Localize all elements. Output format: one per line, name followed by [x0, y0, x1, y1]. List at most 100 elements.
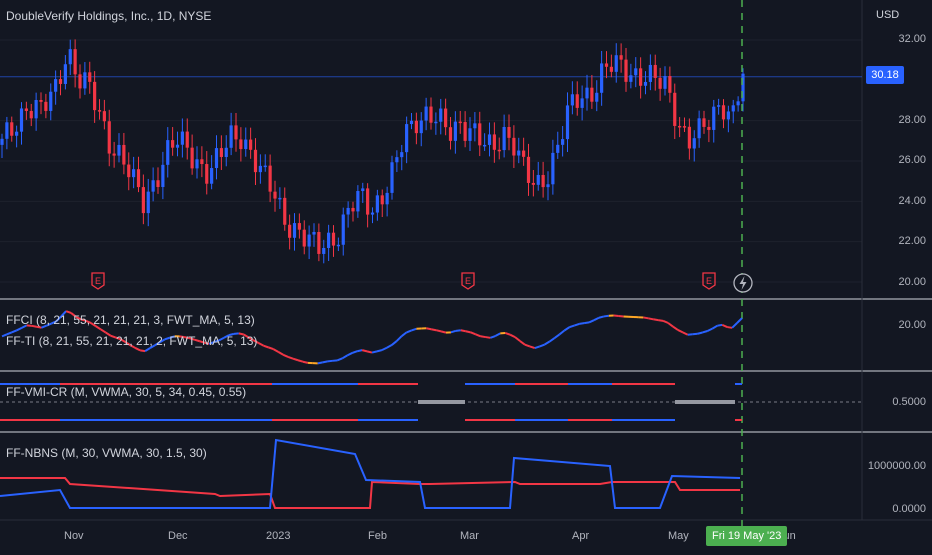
nbns-red-line: [0, 478, 740, 508]
ffci-line-segment: [471, 332, 476, 334]
currency-label: USD: [876, 9, 899, 21]
candle-body: [308, 235, 311, 247]
ffci-line-segment: [574, 324, 579, 326]
candle-body: [507, 127, 510, 138]
candle-body: [468, 128, 471, 141]
ffci-line-segment: [342, 355, 347, 358]
candle-body: [464, 122, 467, 141]
ffci-line-segment: [451, 331, 456, 332]
ffci-line-segment: [668, 323, 673, 327]
lightning-icon[interactable]: [733, 272, 753, 294]
candle-body: [493, 134, 496, 149]
candle-body: [473, 123, 476, 128]
ffci-line-segment: [515, 337, 520, 341]
ffci-line-segment: [530, 346, 535, 348]
candle-body: [551, 153, 554, 184]
ffci-line-segment: [604, 316, 609, 317]
earnings-marker-nov[interactable]: E: [91, 272, 105, 290]
candle-body: [195, 159, 198, 168]
x-label-may: May: [668, 530, 689, 542]
candle-body: [629, 75, 632, 82]
candle-body: [405, 124, 408, 152]
candle-body: [400, 152, 403, 157]
crosshair-date-badge: Fri 19 May '23: [706, 526, 787, 546]
vmi-title: FF-VMI-CR (M, VWMA, 30, 5, 34, 0.45, 0.5…: [6, 385, 246, 399]
candle-body: [30, 111, 33, 118]
ffci-line-segment: [328, 361, 333, 362]
candle-body: [454, 122, 457, 141]
candle-body: [39, 100, 42, 102]
ffci-line-segment: [347, 353, 352, 355]
candle-body: [273, 192, 276, 199]
ffci-line-segment: [377, 350, 382, 351]
nbns-title: FF-NBNS (M, 30, VWMA, 30, 1.5, 30): [6, 446, 207, 460]
ffci-line-segment: [288, 357, 293, 359]
x-label-mar: Mar: [460, 530, 479, 542]
candle-body: [322, 248, 325, 254]
ffci-line-segment: [520, 341, 525, 345]
ffci-line-segment: [481, 336, 486, 337]
candle-body: [132, 169, 135, 177]
candle-body: [288, 225, 291, 238]
candle-body: [225, 148, 228, 157]
ffci-line-segment: [510, 335, 515, 337]
candle-body: [410, 121, 413, 124]
candle-body: [176, 145, 179, 148]
candle-body: [673, 93, 676, 126]
candle-body: [342, 215, 345, 245]
ffci-line-segment: [140, 350, 145, 351]
ffci-line-segment: [722, 325, 727, 327]
earnings-marker-feb-text: E: [465, 276, 471, 286]
candle-body: [478, 123, 481, 145]
candle-body: [171, 140, 174, 148]
earnings-marker-feb[interactable]: E: [461, 272, 475, 290]
candle-body: [337, 245, 340, 247]
ffci-line-segment: [298, 360, 303, 361]
earnings-marker-may[interactable]: E: [702, 272, 716, 290]
ffci-line-segment: [485, 337, 490, 338]
candle-body: [356, 191, 359, 211]
candle-body: [283, 198, 286, 225]
candle-body: [678, 126, 681, 128]
candle-body: [108, 121, 111, 153]
candle-body: [517, 151, 520, 156]
candle-body: [191, 148, 194, 169]
ffci-line-segment: [550, 338, 555, 341]
candle-body: [429, 107, 432, 123]
candle-body: [215, 148, 218, 168]
candle-body: [113, 154, 116, 156]
candle-body: [683, 126, 686, 128]
candle-body: [93, 82, 96, 110]
candle-body: [571, 94, 574, 105]
candle-body: [78, 74, 81, 88]
candle-body: [434, 122, 437, 124]
candle-body: [503, 127, 506, 150]
ffci-line-segment: [263, 346, 268, 348]
x-label-feb: Feb: [368, 530, 387, 542]
candle-body: [54, 79, 57, 92]
ffci-line-segment: [441, 331, 446, 332]
candle-body: [707, 127, 710, 130]
candle-body: [88, 72, 91, 82]
ffci-line-segment: [599, 316, 604, 317]
ffci-line-segment: [352, 351, 357, 353]
candle-body: [444, 109, 447, 128]
candle-body: [600, 63, 603, 92]
earnings-marker-may-text: E: [706, 276, 712, 286]
ffci-line-segment: [303, 362, 308, 363]
candle-body: [117, 145, 120, 156]
candle-body: [152, 180, 155, 191]
candle-body: [312, 232, 315, 235]
candle-body: [103, 111, 106, 121]
candle-body: [702, 118, 705, 127]
candle-body: [556, 145, 559, 153]
ffci-line-segment: [461, 330, 466, 331]
candle-body: [371, 213, 374, 215]
candle-body: [156, 180, 159, 187]
x-label-dec: Dec: [168, 530, 188, 542]
ffci-line-segment: [362, 350, 367, 351]
candle-body: [386, 193, 389, 204]
candle-body: [44, 102, 47, 111]
candle-body: [269, 166, 272, 192]
